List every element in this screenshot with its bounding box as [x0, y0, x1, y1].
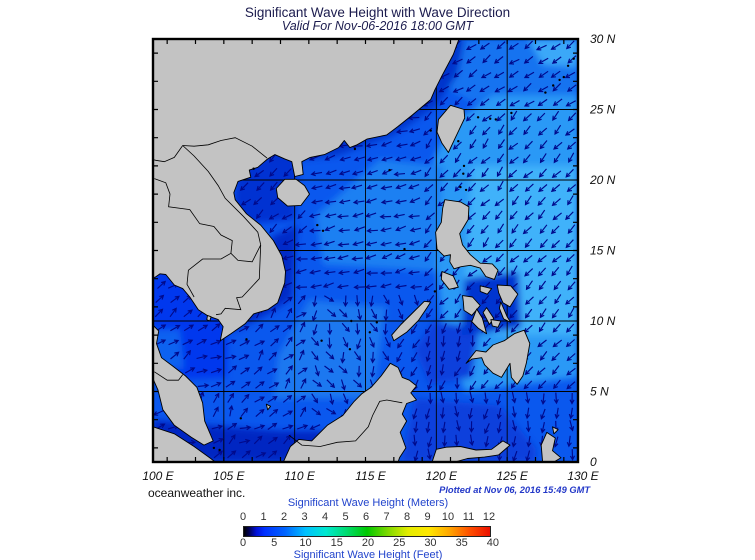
- valid-time-subtitle: Valid For Nov-06-2016 18:00 GMT: [281, 19, 474, 33]
- island-dots: [212, 57, 575, 452]
- svg-text:115 E: 115 E: [355, 469, 386, 483]
- svg-text:125 E: 125 E: [496, 469, 528, 483]
- legend-meters-tick: 0: [239, 511, 247, 523]
- legend-feet-label: Significant Wave Height (Feet): [293, 549, 443, 560]
- svg-text:5 N: 5 N: [590, 385, 609, 399]
- legend-meters-tick: 8: [403, 511, 411, 523]
- legend-feet-tick: 5: [271, 537, 278, 549]
- legend-meters-tick: 7: [383, 511, 390, 523]
- credit-oceanweather: oceanweather inc.: [148, 486, 246, 500]
- legend-feet-tick: 20: [361, 537, 375, 549]
- svg-text:105 E: 105 E: [213, 469, 245, 483]
- legend-meters-tick: 4: [321, 511, 329, 523]
- legend-feet-tick: 30: [424, 537, 437, 549]
- legend-feet-tick: 15: [330, 537, 343, 549]
- legend-meters-tick: 12: [482, 511, 496, 523]
- legend-meters-tick: 11: [462, 511, 475, 523]
- legend-feet-tick: 0: [239, 537, 247, 549]
- legend-meters-tick: 1: [260, 511, 267, 523]
- svg-text:130 E: 130 E: [567, 469, 599, 483]
- legend-meters-tick: 9: [424, 511, 431, 523]
- lon-axis-labels: 100 E 105 E 110 E 115 E 120 E 125 E 130 E: [142, 469, 599, 483]
- svg-text:120 E: 120 E: [426, 469, 458, 483]
- legend-meters-tick: 6: [362, 511, 370, 523]
- land-masses: [153, 39, 562, 462]
- colorbar: [243, 526, 491, 537]
- svg-text:100 E: 100 E: [142, 469, 174, 483]
- svg-text:20 N: 20 N: [589, 173, 616, 187]
- legend-meters-tick: 10: [441, 511, 455, 523]
- svg-text:0: 0: [590, 455, 597, 469]
- svg-text:10 N: 10 N: [590, 314, 616, 328]
- wave-direction-arrows: [153, 40, 577, 462]
- legend-meters-label: Significant Wave Height (Meters): [287, 497, 449, 509]
- svg-text:110 E: 110 E: [284, 469, 315, 483]
- country-borders: [153, 137, 403, 447]
- svg-text:15 N: 15 N: [590, 244, 616, 258]
- legend-meters-tick: 3: [301, 511, 308, 523]
- page-title: Significant Wave Height with Wave Direct…: [244, 5, 511, 20]
- svg-text:30 N: 30 N: [590, 32, 616, 46]
- legend-meters-tick: 5: [342, 511, 349, 523]
- map-ticks: [153, 39, 578, 462]
- legend-feet-tick: 35: [455, 537, 468, 549]
- svg-text:25 N: 25 N: [589, 103, 616, 117]
- legend-feet-tick: 10: [299, 537, 312, 549]
- credit-plotted-at: Plotted at Nov 06, 2016 15:49 GMT: [439, 485, 590, 495]
- legend-feet-tick: 25: [393, 537, 406, 549]
- legend-feet-tick: 40: [486, 537, 500, 549]
- lat-axis-labels: 30 N 25 N 20 N 15 N 10 N 5 N 0: [589, 32, 616, 469]
- legend-meters-tick: 2: [280, 511, 288, 523]
